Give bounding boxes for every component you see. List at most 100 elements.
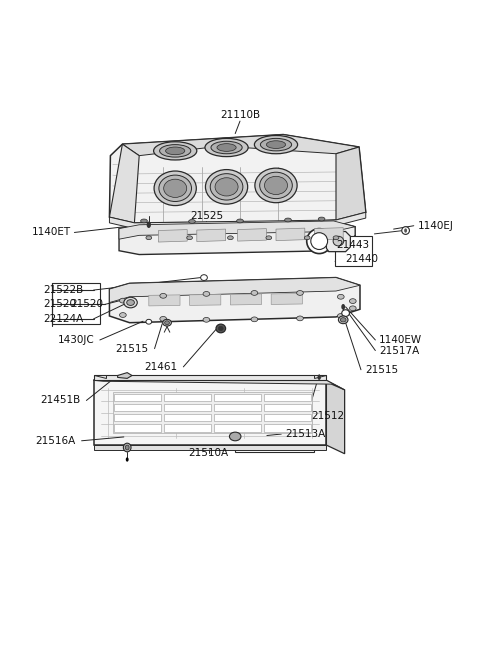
Ellipse shape (159, 145, 191, 157)
Ellipse shape (338, 316, 348, 324)
Ellipse shape (285, 218, 291, 222)
Ellipse shape (264, 176, 288, 195)
Ellipse shape (297, 316, 303, 321)
Ellipse shape (333, 236, 339, 240)
Polygon shape (109, 144, 139, 223)
Ellipse shape (228, 236, 233, 240)
Ellipse shape (127, 299, 134, 305)
Ellipse shape (146, 236, 152, 240)
Ellipse shape (254, 136, 298, 154)
Text: 21522B: 21522B (44, 285, 84, 295)
Bar (164, 404, 211, 411)
Text: 21512: 21512 (311, 411, 344, 421)
Ellipse shape (266, 141, 286, 149)
Ellipse shape (160, 293, 167, 298)
Ellipse shape (304, 236, 310, 240)
Ellipse shape (203, 291, 210, 296)
Ellipse shape (229, 432, 241, 441)
Polygon shape (238, 229, 266, 241)
Polygon shape (109, 278, 360, 323)
Ellipse shape (147, 221, 151, 228)
Ellipse shape (342, 310, 349, 316)
Text: 21451B: 21451B (40, 396, 81, 405)
Ellipse shape (349, 306, 356, 310)
Polygon shape (326, 231, 350, 252)
Polygon shape (94, 381, 326, 445)
Bar (164, 424, 211, 432)
Ellipse shape (337, 314, 344, 318)
Ellipse shape (255, 168, 297, 202)
Ellipse shape (187, 236, 192, 240)
Ellipse shape (211, 141, 242, 154)
Ellipse shape (159, 175, 192, 202)
Polygon shape (336, 147, 366, 220)
Polygon shape (94, 445, 326, 450)
Ellipse shape (130, 301, 132, 305)
Ellipse shape (165, 321, 169, 325)
Ellipse shape (297, 291, 303, 295)
Text: 21515: 21515 (116, 344, 149, 354)
Ellipse shape (260, 138, 292, 151)
Ellipse shape (307, 229, 332, 253)
Ellipse shape (189, 219, 195, 223)
Ellipse shape (218, 326, 223, 331)
Ellipse shape (237, 219, 243, 223)
Text: 1140EW: 1140EW (379, 335, 422, 345)
Text: 21515: 21515 (365, 365, 398, 375)
Ellipse shape (404, 229, 407, 233)
Polygon shape (94, 381, 345, 390)
Ellipse shape (251, 291, 258, 295)
Bar (52, 283, 100, 324)
Bar (264, 394, 311, 401)
Text: 21510A: 21510A (189, 448, 229, 458)
Polygon shape (94, 375, 106, 378)
Bar (264, 414, 311, 421)
Ellipse shape (402, 227, 409, 234)
Text: 1140EJ: 1140EJ (418, 221, 454, 231)
Ellipse shape (160, 316, 167, 321)
Ellipse shape (217, 143, 236, 151)
Ellipse shape (120, 298, 126, 303)
Ellipse shape (203, 318, 210, 322)
Ellipse shape (210, 174, 243, 200)
Ellipse shape (311, 233, 327, 250)
Ellipse shape (216, 324, 226, 333)
Ellipse shape (125, 445, 129, 450)
Ellipse shape (205, 170, 248, 204)
Ellipse shape (215, 178, 238, 196)
Ellipse shape (340, 318, 346, 322)
Ellipse shape (251, 317, 258, 322)
Text: 1140ET: 1140ET (32, 227, 71, 238)
Bar (114, 394, 161, 401)
Polygon shape (197, 229, 226, 242)
Ellipse shape (154, 171, 196, 206)
Text: 21513A: 21513A (285, 429, 325, 439)
Bar (214, 414, 261, 421)
Text: 21461: 21461 (144, 362, 178, 372)
Text: 22124A: 22124A (44, 314, 84, 324)
Polygon shape (190, 294, 221, 305)
Ellipse shape (123, 443, 131, 452)
Bar (335, 236, 372, 266)
Ellipse shape (333, 236, 344, 246)
Text: 21517A: 21517A (379, 346, 420, 356)
Text: 21110B: 21110B (220, 110, 260, 121)
Ellipse shape (318, 217, 325, 221)
Ellipse shape (318, 375, 321, 380)
Ellipse shape (341, 304, 345, 310)
Bar (264, 404, 311, 411)
Ellipse shape (163, 320, 171, 326)
Bar (114, 424, 161, 432)
Polygon shape (314, 228, 343, 240)
Bar (114, 414, 161, 421)
Polygon shape (94, 375, 326, 381)
Polygon shape (109, 278, 360, 303)
Bar (114, 404, 161, 411)
Ellipse shape (337, 294, 344, 299)
Bar (214, 394, 261, 401)
Polygon shape (118, 373, 132, 379)
Ellipse shape (201, 274, 207, 280)
Ellipse shape (166, 147, 185, 155)
Polygon shape (271, 293, 302, 305)
Polygon shape (119, 221, 355, 239)
